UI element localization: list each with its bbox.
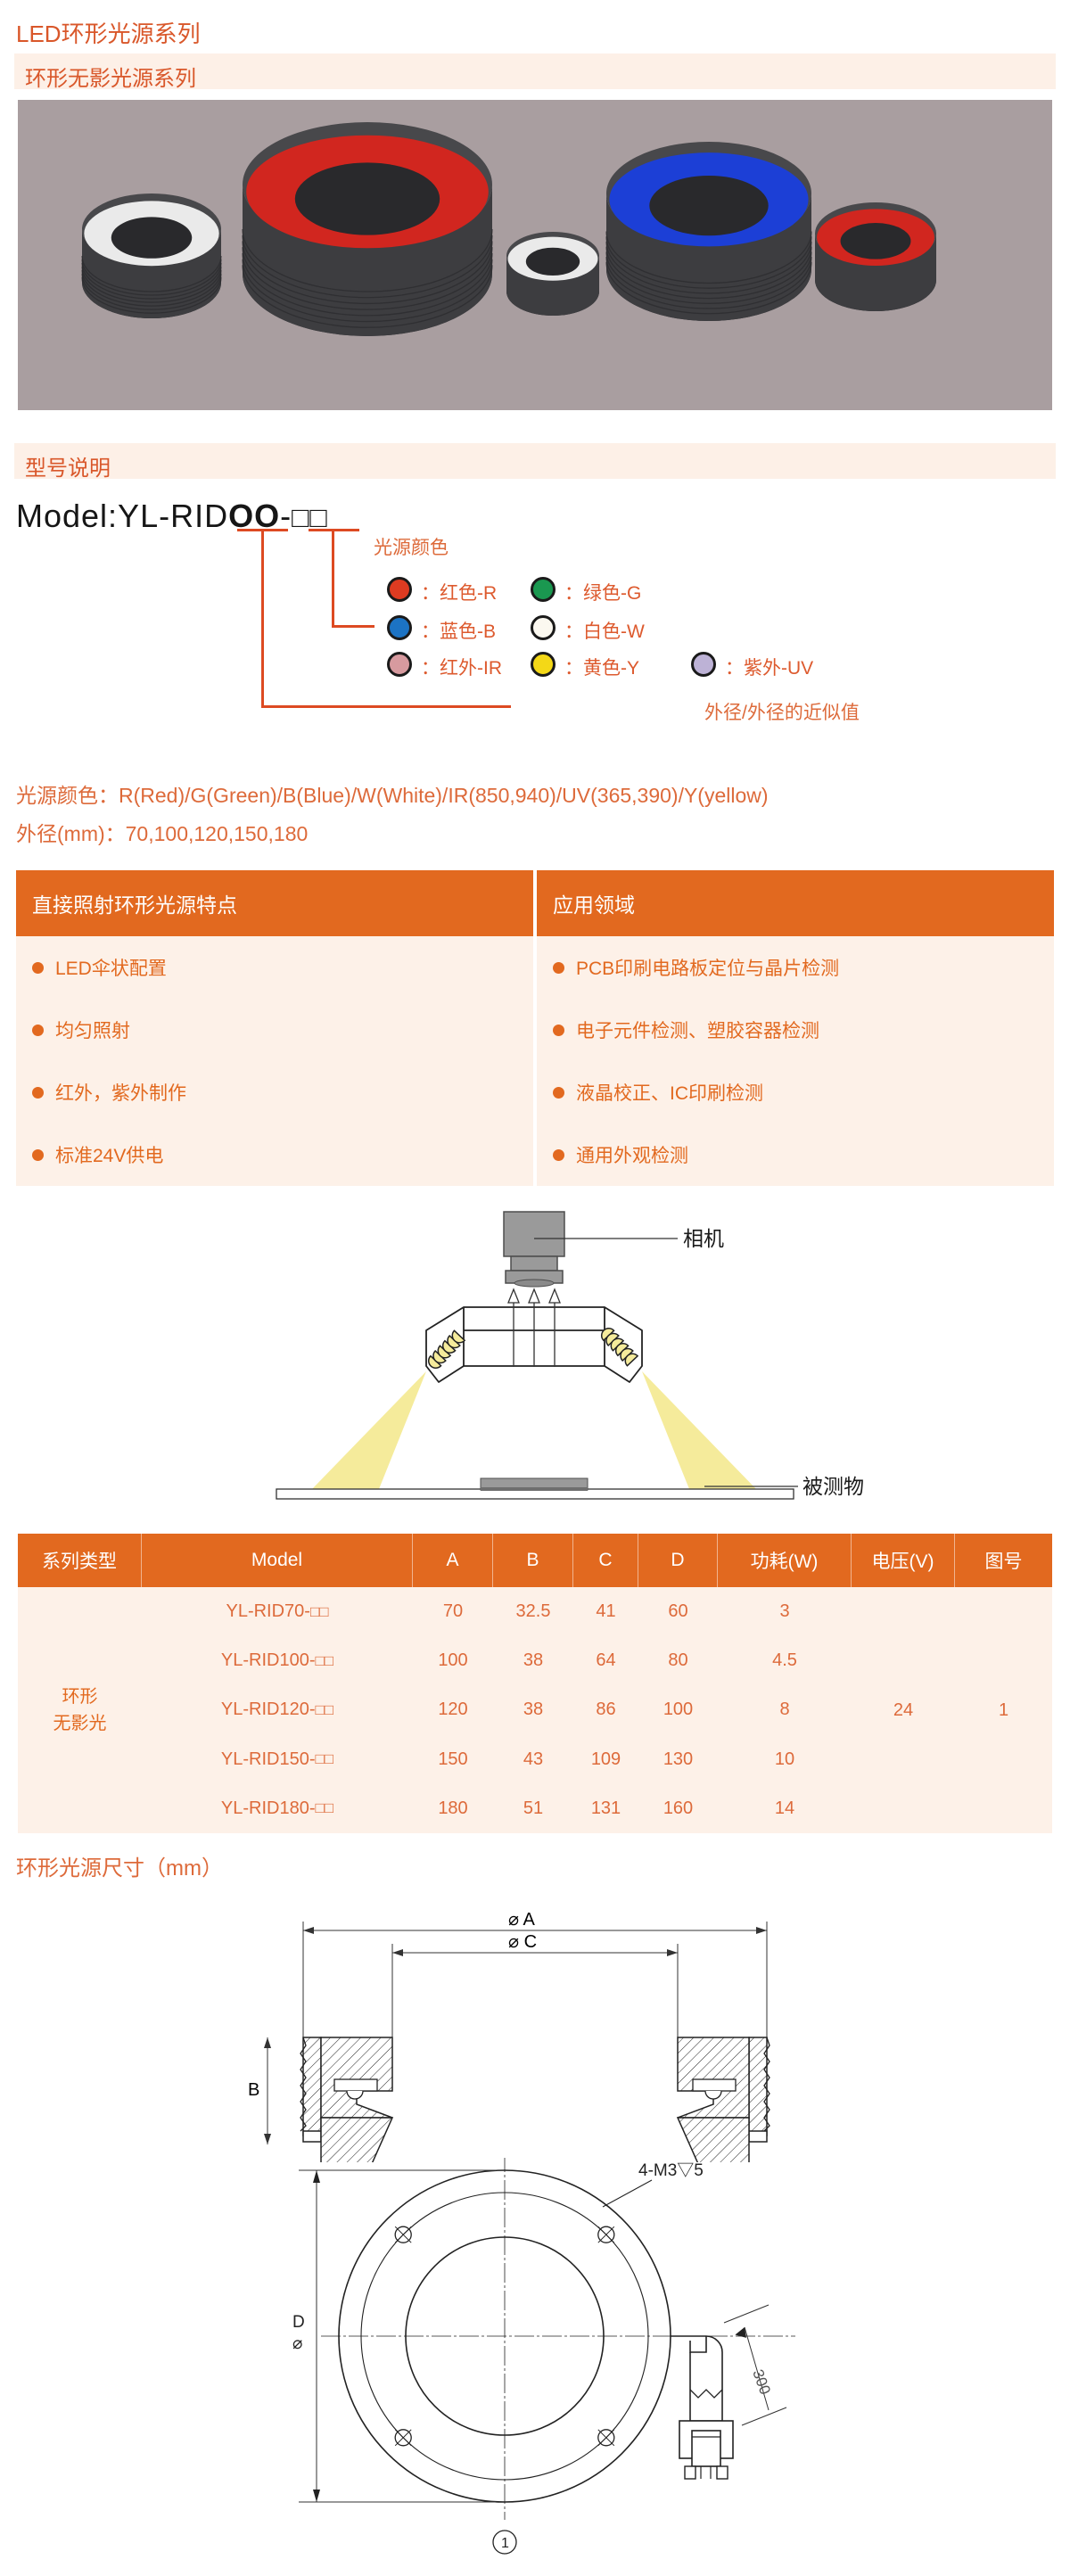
svg-text:⌀ C: ⌀ C [508,1932,537,1952]
svg-text:⌀ A: ⌀ A [508,1910,535,1930]
svg-text:⌀: ⌀ [292,2334,302,2353]
svg-text:B: B [248,2080,259,2100]
svg-text:4-M3▽5: 4-M3▽5 [638,2161,704,2180]
svg-text:相机: 相机 [683,1227,724,1250]
svg-text:1: 1 [501,2536,509,2551]
svg-text:D: D [292,2313,305,2332]
svg-text:被测物: 被测物 [802,1475,864,1498]
svg-text:300: 300 [749,2367,774,2397]
